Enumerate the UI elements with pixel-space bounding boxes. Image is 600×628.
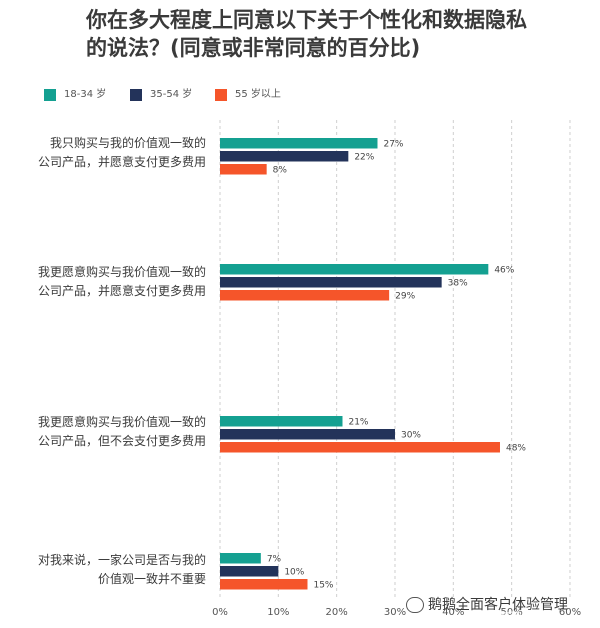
bar-3-3 xyxy=(220,442,500,453)
legend-item-35-54: 35-54 岁 xyxy=(130,88,192,103)
bar-4-2 xyxy=(220,566,279,577)
legend-swatch-55-plus xyxy=(215,89,227,101)
bar-1-2 xyxy=(220,151,349,162)
x-tick-label-10: 10% xyxy=(267,607,289,618)
bar-2-2 xyxy=(220,277,442,288)
chart-title-line-1: 你在多大程度上同意以下关于个性化和数据隐私 xyxy=(86,8,527,32)
x-tick-label-0: 0% xyxy=(212,607,228,618)
category-label-2-line-1: 我更愿意购买与我价值观一致的 xyxy=(37,265,206,279)
data-label-3-2: 30% xyxy=(401,431,421,441)
category-label-1-line-2: 公司产品，并愿意支付更多费用 xyxy=(37,155,206,169)
category-label-4: 对我来说，一家公司是否与我的 价值观一致并不重要 xyxy=(0,551,206,589)
data-label-1-1: 27% xyxy=(383,140,403,150)
legend-label-55-plus: 55 岁以上 xyxy=(235,89,281,100)
legend-label-35-54: 35-54 岁 xyxy=(150,89,193,100)
data-label-1-2: 22% xyxy=(354,153,374,163)
data-label-2-2: 38% xyxy=(448,279,468,289)
legend-swatch-18-34 xyxy=(44,89,56,101)
data-label-2-3: 29% xyxy=(395,292,415,302)
chart-title-line-2: 的说法？(同意或非常同意的百分比) xyxy=(86,36,421,60)
data-label-3-1: 21% xyxy=(348,418,368,428)
data-label-2-1: 46% xyxy=(494,266,514,276)
category-label-3-line-2: 公司产品，但不会支付更多费用 xyxy=(37,434,206,448)
legend-item-55-plus: 55 岁以上 xyxy=(215,88,281,103)
bar-4-1 xyxy=(220,553,261,564)
x-tick-label-20: 20% xyxy=(326,607,348,618)
bar-2-3 xyxy=(220,290,390,301)
bar-1-1 xyxy=(220,138,378,149)
x-tick-label-50: 50% xyxy=(501,607,523,618)
category-label-2: 我更愿意购买与我价值观一致的 公司产品，并愿意支付更多费用 xyxy=(0,263,206,301)
bar-3-2 xyxy=(220,429,395,440)
category-label-3-line-1: 我更愿意购买与我价值观一致的 xyxy=(37,415,206,429)
watermark-sub: @鹅鹅顾问 xyxy=(486,610,547,624)
watermark: 鹅鹅全面客户体验管理 xyxy=(406,594,568,614)
bar-3-1 xyxy=(220,416,343,427)
category-label-1: 我只购买与我的价值观一致的 公司产品，并愿意支付更多费用 xyxy=(0,134,206,172)
data-label-4-1: 7% xyxy=(267,555,282,565)
wechat-icon xyxy=(406,597,424,613)
watermark-text: 鹅鹅全面客户体验管理 xyxy=(428,597,568,613)
data-label-1-3: 8% xyxy=(273,166,288,176)
category-label-2-line-2: 公司产品，并愿意支付更多费用 xyxy=(37,284,206,298)
bar-4-3 xyxy=(220,579,308,590)
bar-1-3 xyxy=(220,164,267,175)
category-label-3: 我更愿意购买与我价值观一致的 公司产品，但不会支付更多费用 xyxy=(0,413,206,451)
legend-swatch-35-54 xyxy=(130,89,142,101)
data-label-4-2: 10% xyxy=(284,568,304,578)
x-tick-label-60: 60% xyxy=(559,607,581,618)
chart-title: 你在多大程度上同意以下关于个性化和数据隐私 的说法？(同意或非常同意的百分比) xyxy=(86,6,586,62)
category-label-4-line-1: 对我来说，一家公司是否与我的 xyxy=(37,553,206,567)
category-label-4-line-2: 价值观一致并不重要 xyxy=(97,572,206,586)
category-label-1-line-1: 我只购买与我的价值观一致的 xyxy=(49,136,206,150)
x-tick-label-30: 30% xyxy=(384,607,406,618)
data-label-4-3: 15% xyxy=(313,581,333,591)
x-tick-label-40: 40% xyxy=(442,607,464,618)
data-label-3-3: 48% xyxy=(506,444,526,454)
legend-label-18-34: 18-34 岁 xyxy=(64,89,107,100)
legend-item-18-34: 18-34 岁 xyxy=(44,88,106,103)
bar-2-1 xyxy=(220,264,489,275)
